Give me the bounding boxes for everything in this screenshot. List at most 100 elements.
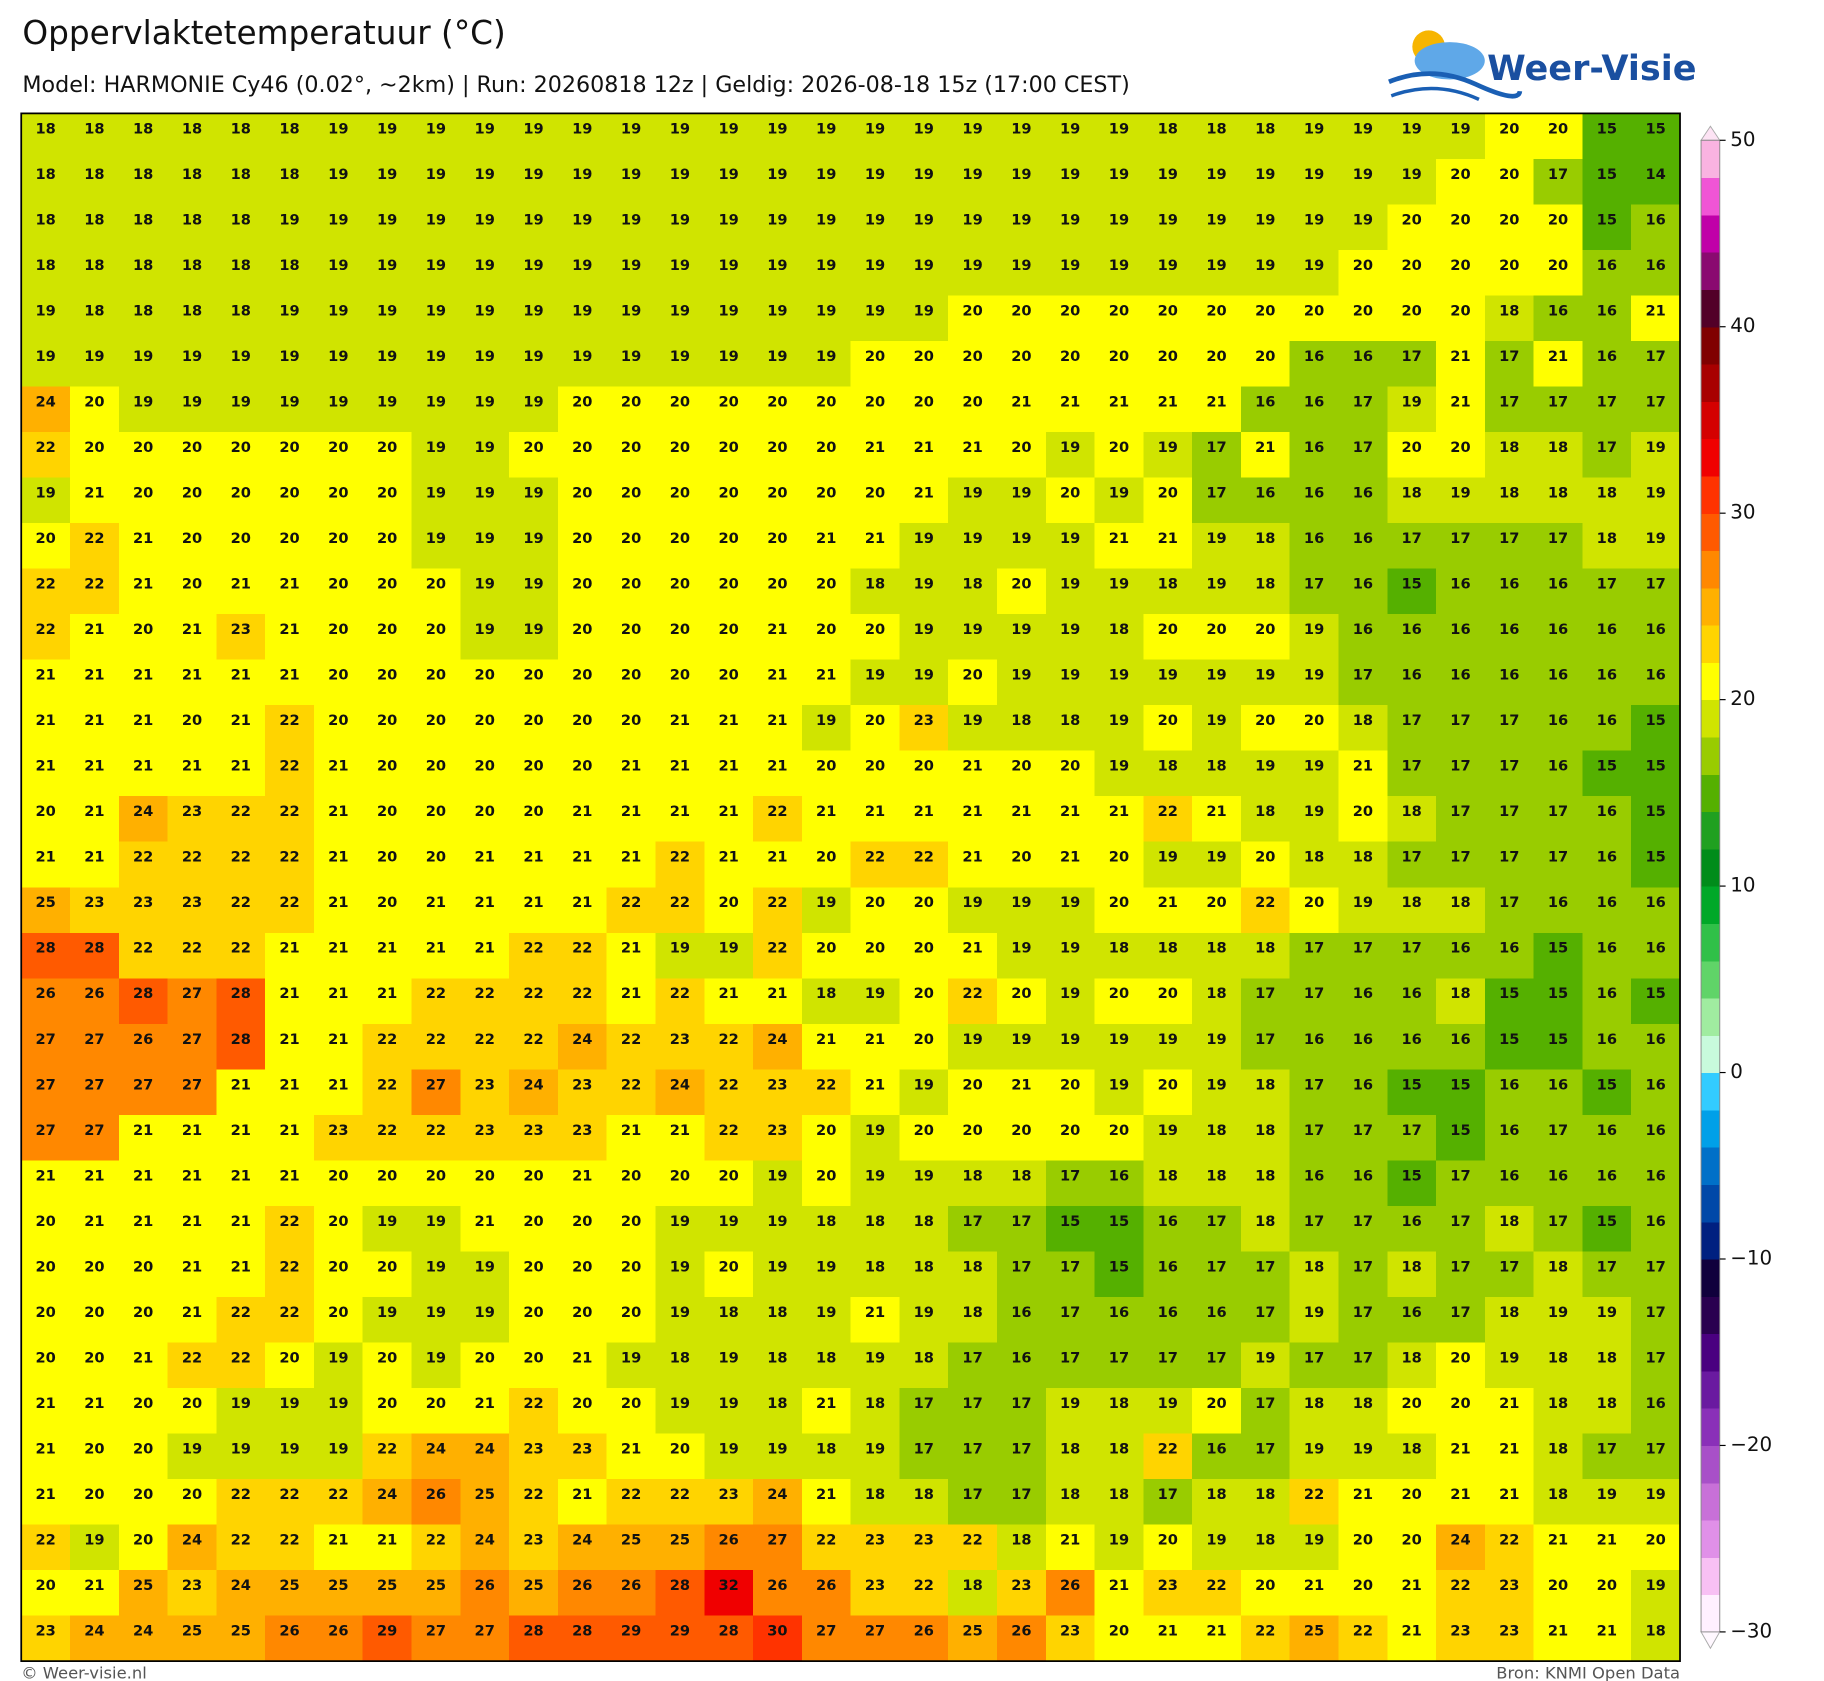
temperature-cell [1289, 705, 1340, 752]
temperature-label: 20 [1060, 1122, 1080, 1139]
temperature-label: 17 [1548, 166, 1568, 183]
temperature-label: 16 [1011, 1349, 1031, 1366]
temperature-label: 26 [328, 1623, 348, 1640]
temperature-label: 18 [1206, 940, 1226, 957]
temperature-label: 18 [84, 166, 104, 183]
temperature-label: 19 [84, 1531, 104, 1548]
temperature-label: 19 [1060, 530, 1080, 547]
temperature-cell [265, 477, 315, 524]
temperature-label: 19 [1597, 1304, 1617, 1321]
temperature-label: 20 [1011, 849, 1031, 866]
temperature-label: 16 [1304, 393, 1324, 410]
temperature-label: 21 [84, 758, 104, 775]
temperature-label: 20 [718, 439, 738, 456]
temperature-label: 19 [914, 1304, 934, 1321]
temperature-label: 21 [621, 1122, 641, 1139]
temperature-cell [1338, 523, 1388, 570]
temperature-label: 18 [1499, 1213, 1519, 1230]
temperature-cell [1533, 204, 1584, 251]
temperature-label: 21 [35, 1440, 55, 1457]
temperature-label: 18 [865, 1213, 885, 1230]
temperature-cell [996, 614, 1047, 661]
temperature-label: 18 [35, 120, 55, 137]
temperature-cell [509, 340, 559, 388]
temperature-label: 23 [572, 1076, 592, 1093]
temperature-label: 19 [767, 348, 787, 365]
temperature-label: 16 [1402, 667, 1422, 684]
temperature-label: 21 [1450, 1440, 1470, 1457]
temperature-label: 20 [328, 439, 348, 456]
temperature-label: 15 [1597, 1076, 1617, 1093]
temperature-cell [362, 113, 413, 160]
temperature-cell [1436, 523, 1486, 570]
temperature-label: 19 [914, 530, 934, 547]
temperature-label: 22 [962, 1531, 982, 1548]
temperature-label: 20 [1548, 211, 1568, 228]
temperature-label: 20 [962, 1122, 982, 1139]
temperature-label: 16 [1548, 1167, 1568, 1184]
temperature-label: 21 [1060, 1531, 1080, 1548]
temperature-cell [1045, 659, 1096, 706]
temperature-label: 19 [962, 166, 982, 183]
temperature-label: 15 [1499, 1031, 1519, 1048]
temperature-cell [1094, 705, 1145, 752]
temperature-cell [996, 340, 1047, 388]
temperature-label: 19 [426, 120, 446, 137]
temperature-cell [850, 158, 901, 206]
temperature-label: 21 [182, 1213, 202, 1230]
temperature-label: 20 [1353, 1577, 1373, 1594]
temperature-cell [313, 158, 364, 206]
temperature-label: 16 [1597, 1167, 1617, 1184]
temperature-cell [753, 386, 803, 433]
temperature-cell [1289, 432, 1340, 479]
temperature-cell [460, 113, 510, 160]
temperature-label: 18 [182, 302, 202, 319]
temperature-label: 16 [1450, 667, 1470, 684]
temperature-label: 20 [84, 1349, 104, 1366]
temperature-cell [265, 295, 315, 342]
temperature-label: 21 [231, 1167, 251, 1184]
temperature-label: 24 [133, 803, 153, 820]
temperature-label: 19 [1011, 621, 1031, 638]
temperature-label: 26 [816, 1577, 836, 1594]
temperature-label: 22 [377, 1076, 397, 1093]
temperature-label: 17 [1450, 1258, 1470, 1275]
temperature-label: 21 [865, 530, 885, 547]
temperature-label: 21 [1011, 803, 1031, 820]
temperature-cell [265, 204, 315, 251]
temperature-label: 19 [475, 211, 495, 228]
temperature-label: 19 [621, 211, 641, 228]
temperature-label: 19 [1109, 576, 1129, 593]
temperature-label: 19 [670, 940, 690, 957]
temperature-label: 17 [962, 1395, 982, 1412]
temperature-cell [1289, 568, 1340, 615]
temperature-label: 19 [621, 166, 641, 183]
temperature-label: 15 [1597, 1213, 1617, 1230]
temperature-label: 17 [1499, 348, 1519, 365]
temperature-label: 20 [865, 393, 885, 410]
temperature-label: 18 [1158, 940, 1178, 957]
temperature-label: 18 [816, 1440, 836, 1457]
temperature-cell [850, 432, 901, 479]
temperature-label: 20 [914, 348, 934, 365]
temperature-label: 19 [816, 894, 836, 911]
temperature-label: 21 [279, 940, 299, 957]
temperature-cell [509, 523, 559, 570]
temperature-label: 22 [182, 849, 202, 866]
temperature-label: 28 [133, 985, 153, 1002]
temperature-label: 20 [621, 393, 641, 410]
temperature-cell [1094, 295, 1145, 342]
temperature-label: 20 [1255, 348, 1275, 365]
temperature-cell [1094, 249, 1145, 297]
temperature-cell [753, 249, 803, 297]
temperature-label: 20 [1011, 439, 1031, 456]
temperature-label: 22 [231, 1486, 251, 1503]
temperature-cell [606, 659, 657, 706]
temperature-cell [1484, 523, 1535, 570]
temperature-cell [362, 386, 413, 433]
temperature-label: 20 [718, 667, 738, 684]
temperature-cell [362, 158, 413, 206]
temperature-cell [899, 523, 949, 570]
temperature-cell [1192, 295, 1242, 342]
temperature-label: 16 [1158, 1213, 1178, 1230]
